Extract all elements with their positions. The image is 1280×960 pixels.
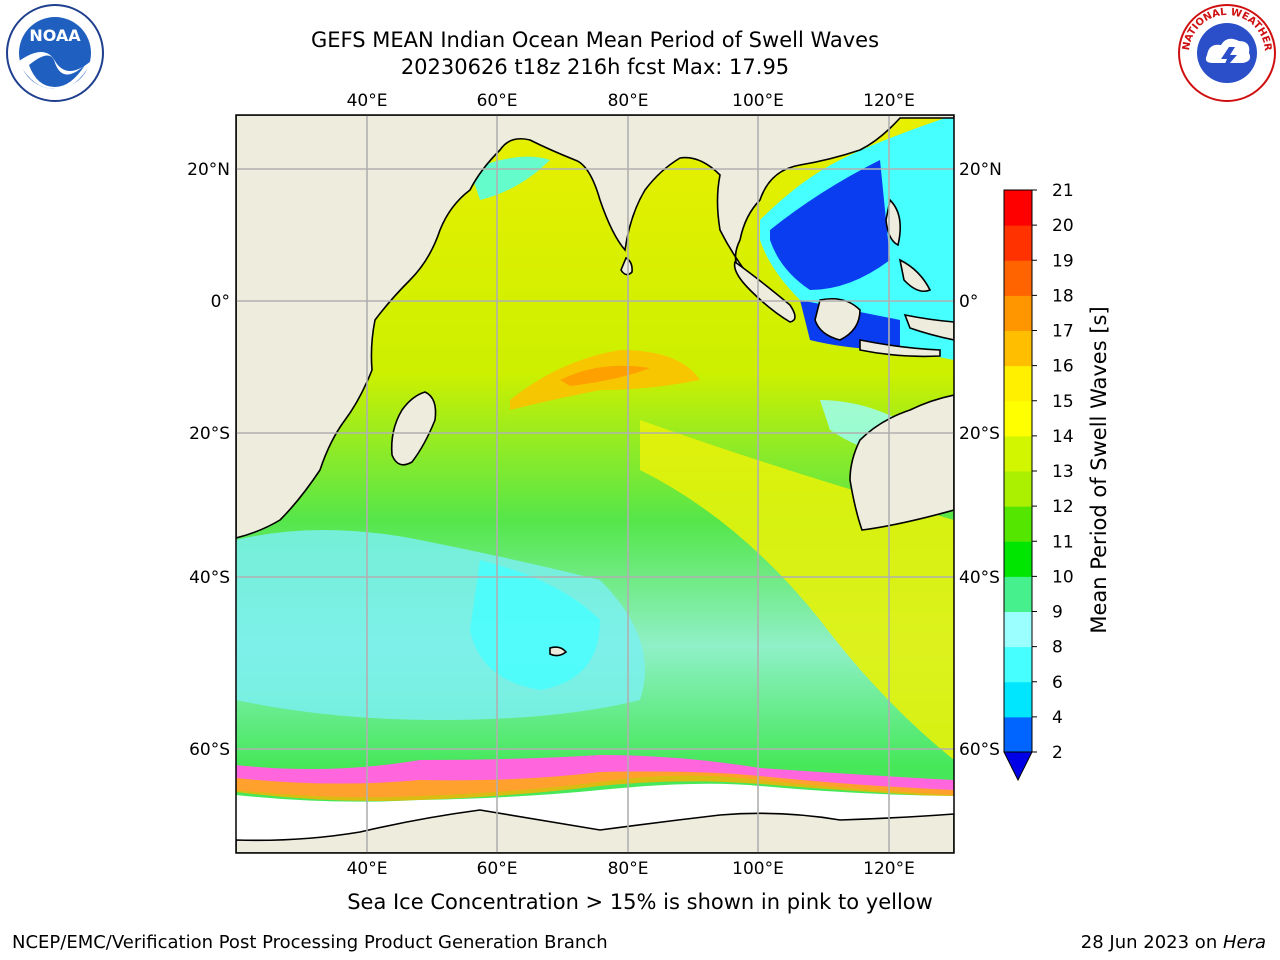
lon-label-bottom-120e: 120°E [863,859,915,879]
colorbar-segment [1004,611,1032,648]
colorbar-segment [1004,190,1032,226]
map-field [236,115,954,853]
colorbar-label: Mean Period of Swell Waves [s] [1087,306,1111,633]
colorbar-tick-label: 6 [1052,673,1063,693]
lon-label-top-40e: 40°E [347,91,388,111]
graticule [236,115,954,853]
colorbar-tick-label: 2 [1052,743,1063,763]
colorbar-segment [1004,576,1032,612]
lon-label-bottom-80e: 80°E [608,859,649,879]
colorbar-segment [1004,330,1032,367]
lon-label-top-80e: 80°E [608,91,649,111]
lon-label-bottom-100e: 100°E [732,859,784,879]
sea-ice-note: Sea Ice Concentration > 15% is shown in … [347,890,933,914]
footer-date-text: 28 Jun 2023 on [1080,932,1223,953]
colorbar-segment [1004,400,1032,437]
lat-label-right-20s: 20°S [959,424,1000,444]
lon-label-top-100e: 100°E [732,91,784,111]
noaa-logo-text: NOAA [29,26,81,45]
colorbar-segment [1004,471,1032,507]
lat-label-left-20n: 20°N [187,160,230,180]
colorbar-segment [1004,260,1032,296]
colorbar-tick-label: 12 [1052,497,1074,517]
lat-label-right-0: 0° [959,292,978,312]
footer-credit: NCEP/EMC/Verification Post Processing Pr… [12,932,608,953]
lon-label-top-60e: 60°E [477,91,518,111]
lat-label-left-0: 0° [211,292,230,312]
colorbar-tick-label: 14 [1052,427,1074,447]
colorbar-segment [1004,435,1032,472]
nws-logo: NATIONAL WEATHER SERVICE [1177,3,1276,102]
colorbar-tick-label: 8 [1052,638,1063,658]
colorbar-tick-label: 19 [1052,251,1074,271]
chart-subtitle: 20230626 t18z 216h fcst Max: 17.95 [400,55,790,79]
land [236,115,954,853]
lon-label-top-120e: 120°E [863,91,915,111]
colorbar: 2 4 6 8 9 10 11 12 13 14 15 16 17 18 19 20 21 [1003,181,1074,782]
colorbar-tick-label: 13 [1052,462,1074,482]
colorbar-segment [1004,225,1032,261]
colorbar-tick-label: 10 [1052,567,1074,587]
lon-label-bottom-40e: 40°E [347,859,388,879]
footer-machine: Hera [1222,932,1266,953]
lat-label-left-60s: 60°S [189,740,230,760]
colorbar-tick-label: 17 [1052,322,1074,342]
colorbar-tick-label: 15 [1052,392,1074,412]
colorbar-tick-label: 16 [1052,357,1074,377]
colorbar-segment [1004,365,1032,402]
colorbar-extend-arrow [1003,751,1033,782]
map-frame [235,114,955,854]
colorbar-segment [1004,646,1032,683]
colorbar-tick-label: 18 [1052,286,1074,306]
lat-label-left-40s: 40°S [189,568,230,588]
noaa-logo: NOAA [6,4,104,102]
colorbar-segment [1004,681,1032,718]
colorbar-segment [1004,295,1032,331]
colorbar-segment [1004,541,1032,577]
colorbar-tick-label: 4 [1052,708,1063,728]
lat-label-left-20s: 20°S [189,424,230,444]
colorbar-segment [1004,716,1032,753]
colorbar-tick-label: 21 [1052,181,1074,201]
lat-label-right-40s: 40°S [959,568,1000,588]
chart-title: GEFS MEAN Indian Ocean Mean Period of Sw… [310,28,880,52]
footer-date: 28 Jun 2023 on Hera [1081,932,1266,953]
lat-label-right-60s: 60°S [959,740,1000,760]
colorbar-tick-label: 9 [1052,603,1063,623]
colorbar-segment [1004,506,1032,542]
colorbar-tick-label: 11 [1052,532,1074,552]
lat-label-right-20n: 20°N [959,160,1002,180]
colorbar-tick-label: 20 [1052,216,1074,236]
lon-label-bottom-60e: 60°E [477,859,518,879]
